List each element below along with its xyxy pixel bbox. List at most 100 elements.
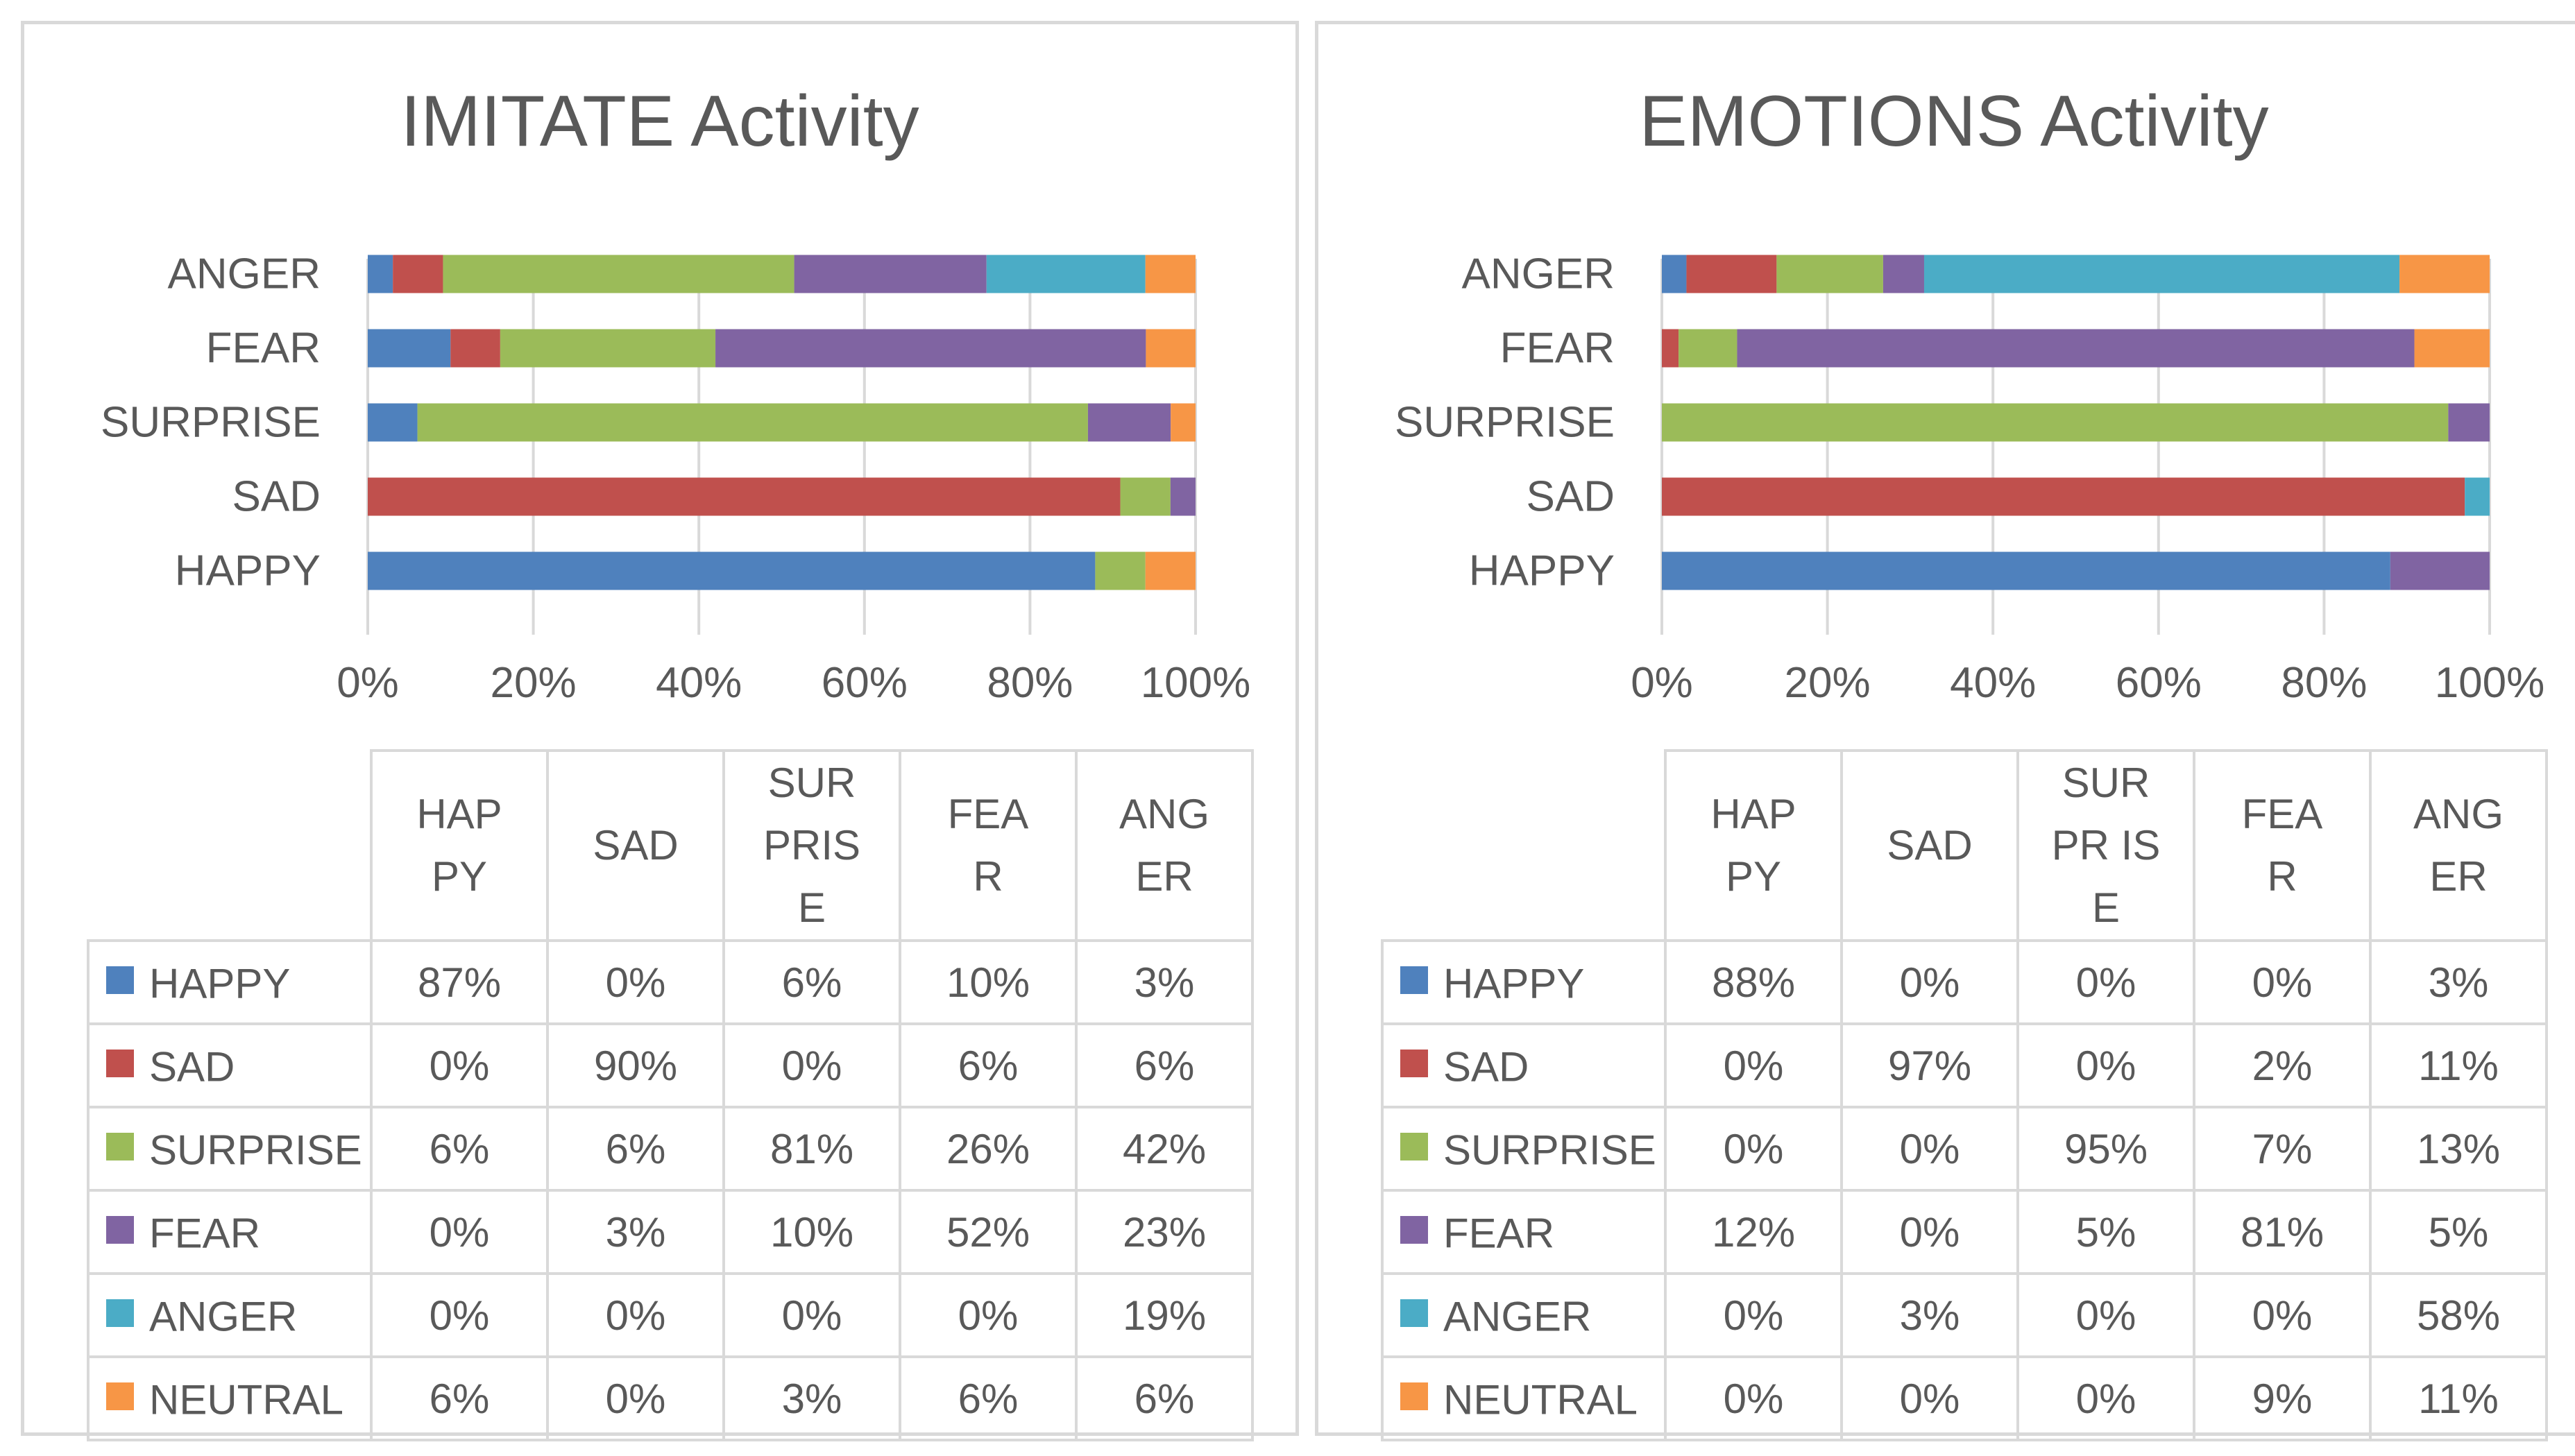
cell-sad-sad: 97%	[1840, 1022, 2019, 1108]
cell-surprise-anger: 13%	[2369, 1106, 2548, 1192]
category-label-surprise: SURPRISE	[1395, 399, 1615, 447]
cell-happy-fear: 0%	[2193, 939, 2372, 1025]
bar-sad-sad	[368, 477, 1121, 516]
row-label-surprise: SURPRISE	[1381, 1106, 1667, 1192]
cell-anger-sad: 0%	[546, 1272, 725, 1358]
table-row: FEAR 0% 3% 10% 52% 23%	[87, 1189, 1254, 1275]
cell-neutral-sad: 0%	[1840, 1355, 2019, 1441]
cell-neutral-anger: 6%	[1075, 1355, 1254, 1441]
category-label-happy: HAPPY	[1469, 547, 1615, 595]
table-row: FEAR 12% 0% 5% 81% 5%	[1381, 1189, 2548, 1275]
column-header-text: SURPR ISE	[2051, 760, 2161, 931]
cell-fear-sad: 3%	[546, 1189, 725, 1275]
cell-fear-sad: 0%	[1840, 1189, 2019, 1275]
cell-anger-happy: 0%	[1664, 1272, 1843, 1358]
row-label-anger: ANGER	[87, 1272, 373, 1358]
column-header-surprise: SURPRISE	[722, 749, 901, 942]
chart-title: IMITATE Activity	[400, 81, 919, 162]
legend-label: NEUTRAL	[1443, 1376, 1638, 1423]
bar-surprise-surprise	[417, 403, 1088, 442]
legend-label: HAPPY	[1443, 960, 1585, 1007]
cell-surprise-fear: 7%	[2193, 1106, 2372, 1192]
cell-happy-fear: 10%	[899, 939, 1078, 1025]
column-header-text: SAD	[593, 822, 679, 868]
bar-surprise-neutral	[1171, 403, 1196, 442]
bar-sad-fear	[1170, 477, 1196, 516]
x-tick-label-60: 60%	[822, 659, 908, 707]
category-label-fear: FEAR	[206, 325, 321, 372]
cell-anger-fear: 0%	[2193, 1272, 2372, 1358]
cell-fear-surprise: 5%	[2016, 1189, 2195, 1275]
column-header-text: FEAR	[2241, 791, 2323, 900]
category-label-fear: FEAR	[1500, 325, 1615, 372]
legend-label: SURPRISE	[149, 1127, 362, 1174]
x-tick-label-40: 40%	[1950, 659, 2036, 707]
column-header-fear: FEAR	[899, 749, 1078, 942]
x-tick-label-60: 60%	[2116, 659, 2202, 707]
cell-neutral-fear: 9%	[2193, 1355, 2372, 1441]
emotions-data-table: HAPPY SAD SURPR ISE FEAR ANGER HAPPY 88% 0% 0% 0%…	[1381, 749, 2548, 1441]
bar-happy-happy	[368, 551, 1096, 590]
column-header-text: FEAR	[947, 791, 1029, 900]
column-header-anger: ANGER	[2369, 749, 2548, 942]
legend-swatch-sad	[106, 1050, 134, 1078]
row-label-neutral: NEUTRAL	[1381, 1355, 1667, 1441]
x-tick-label-80: 80%	[2281, 659, 2367, 707]
table-row: SURPRISE 6% 6% 81% 26% 42%	[87, 1106, 1254, 1192]
table-row: ANGER 0% 0% 0% 0% 19%	[87, 1272, 1254, 1358]
column-header-fear: FEAR	[2193, 749, 2372, 942]
cell-fear-fear: 52%	[899, 1189, 1078, 1275]
cell-anger-anger: 19%	[1075, 1272, 1254, 1358]
bar-surprise-surprise	[1662, 403, 2449, 442]
cell-happy-happy: 88%	[1664, 939, 1843, 1025]
cell-fear-fear: 81%	[2193, 1189, 2372, 1275]
x-tick-label-20: 20%	[1785, 659, 1871, 707]
bar-sad-sad	[1662, 477, 2465, 516]
cell-surprise-fear: 26%	[899, 1106, 1078, 1192]
bar-surprise-fear	[2448, 403, 2490, 442]
table-row: HAPPY 88% 0% 0% 0% 3%	[1381, 939, 2548, 1025]
cell-sad-surprise: 0%	[2016, 1022, 2195, 1108]
bar-anger-happy	[368, 255, 393, 293]
cell-happy-anger: 3%	[2369, 939, 2548, 1025]
table-row: SAD 0% 90% 0% 6% 6%	[87, 1022, 1254, 1108]
legend-swatch-surprise	[1400, 1133, 1428, 1161]
cell-neutral-anger: 11%	[2369, 1355, 2548, 1441]
legend-swatch-surprise	[106, 1133, 134, 1161]
column-header-sad: SAD	[1840, 749, 2019, 942]
bar-happy-neutral	[1145, 551, 1196, 590]
column-header-surprise: SURPR ISE	[2016, 749, 2195, 942]
cell-happy-anger: 3%	[1075, 939, 1254, 1025]
bar-sad-anger	[2465, 477, 2490, 516]
row-label-happy: HAPPY	[87, 939, 373, 1025]
cell-sad-fear: 2%	[2193, 1022, 2372, 1108]
legend-swatch-anger	[1400, 1299, 1428, 1328]
column-header-text: HAPPY	[1710, 791, 1796, 900]
cell-fear-happy: 0%	[370, 1189, 549, 1275]
bar-anger-anger	[1923, 255, 2400, 293]
row-label-sad: SAD	[87, 1022, 373, 1108]
cell-fear-anger: 23%	[1075, 1189, 1254, 1275]
legend-swatch-neutral	[1400, 1382, 1428, 1411]
column-header-sad: SAD	[546, 749, 725, 942]
cell-surprise-happy: 6%	[370, 1106, 549, 1192]
column-header-text: SAD	[1887, 822, 1973, 868]
bar-fear-surprise	[500, 329, 716, 368]
legend-label: SURPRISE	[1443, 1127, 1656, 1174]
cell-neutral-surprise: 3%	[722, 1355, 901, 1441]
table-header-row: HAPPY SAD SURPR ISE FEAR ANGER	[1382, 749, 2548, 942]
cell-surprise-happy: 0%	[1664, 1106, 1843, 1192]
bar-fear-happy	[368, 329, 451, 368]
legend-swatch-fear	[1400, 1216, 1428, 1244]
chart-title: EMOTIONS Activity	[1639, 81, 2269, 162]
row-label-happy: HAPPY	[1381, 939, 1667, 1025]
legend-swatch-happy	[106, 966, 134, 995]
table-header-row: HAPPY SAD SURPRISE FEAR ANGER	[88, 749, 1254, 942]
cell-anger-surprise: 0%	[722, 1272, 901, 1358]
imitate-activity-panel: IMITATE Activity HAPPY SAD SURPRISE FEAR ANG…	[21, 21, 1299, 1441]
x-tick-label-0: 0%	[1631, 659, 1693, 707]
bar-sad-surprise	[1120, 477, 1171, 516]
x-tick-label-100: 100%	[1141, 659, 1251, 707]
table-row: ANGER 0% 3% 0% 0% 58%	[1381, 1272, 2548, 1358]
imitate-stacked-bar-chart: HAPPY SAD SURPRISE FEAR ANGER 0% 20% 40% 60% 80% 1…	[101, 250, 1251, 708]
